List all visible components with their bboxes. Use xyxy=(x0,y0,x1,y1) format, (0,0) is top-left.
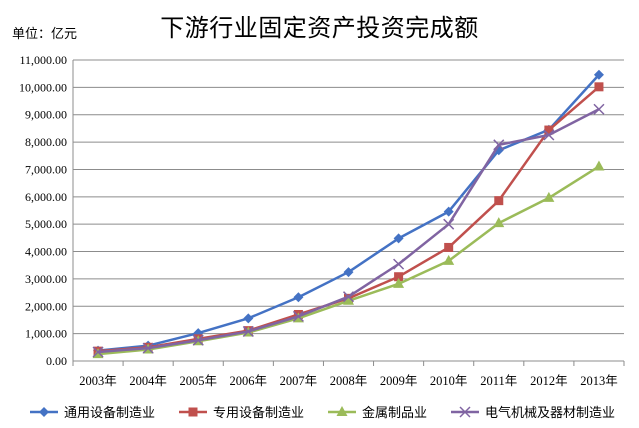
data-point xyxy=(393,233,404,244)
x-tick-label: 2005年 xyxy=(179,374,217,388)
y-tick-label: 7,000.00 xyxy=(25,162,67,176)
series-1 xyxy=(93,69,604,356)
x-tick-label: 2004年 xyxy=(129,374,167,388)
x-tick-label: 2013年 xyxy=(580,374,618,388)
data-point xyxy=(343,294,354,305)
x-tick-label: 2008年 xyxy=(330,374,368,388)
y-tick-label: 1,000.00 xyxy=(25,327,67,341)
x-tick-label: 2010年 xyxy=(430,374,468,388)
unit-label: 单位：亿元 xyxy=(12,27,78,42)
y-tick-label: 6,000.00 xyxy=(25,190,67,204)
series-line xyxy=(97,165,600,356)
series-line xyxy=(97,108,600,354)
series-line xyxy=(97,85,600,353)
data-point xyxy=(443,254,455,265)
series-3 xyxy=(92,160,605,359)
y-tick-label: 3,000.00 xyxy=(25,272,67,286)
series-2 xyxy=(93,82,604,356)
x-tick-label: 2006年 xyxy=(230,374,268,388)
data-point xyxy=(142,342,154,354)
series-4 xyxy=(92,103,605,358)
data-point xyxy=(393,258,405,270)
data-point xyxy=(544,125,554,135)
data-point xyxy=(192,334,204,346)
data-point xyxy=(292,310,304,322)
chart-legend: 通用设备制造业 专用设备制造业 金属制品业 电气机械及器材制造业 xyxy=(28,402,637,421)
legend-label: 通用设备制造业 xyxy=(64,406,156,421)
data-point xyxy=(543,191,555,202)
data-point xyxy=(443,206,454,217)
data-point xyxy=(493,217,505,228)
data-point xyxy=(92,346,104,358)
data-point xyxy=(594,82,604,92)
data-point xyxy=(493,139,505,151)
data-point xyxy=(443,218,455,230)
x-tick-label: 2011年 xyxy=(480,374,517,388)
data-point xyxy=(343,267,354,278)
legend-swatch-icon xyxy=(451,405,480,418)
x-tick-label: 2012年 xyxy=(530,374,568,388)
data-point xyxy=(342,291,355,303)
y-tick-label: 2,000.00 xyxy=(25,299,67,313)
data-point xyxy=(593,160,605,171)
legend-item: 通用设备制造业 xyxy=(28,402,155,421)
y-tick-label: 5,000.00 xyxy=(25,217,67,231)
y-tick-label: 11,000.00 xyxy=(19,53,67,67)
data-point xyxy=(293,292,304,303)
chart-title: 下游行业固定资产投资完成额 xyxy=(160,14,479,42)
data-point xyxy=(593,69,604,80)
series-line xyxy=(97,73,600,352)
x-tick-label: 2007年 xyxy=(280,374,318,388)
x-tick-label: 2003年 xyxy=(79,374,117,388)
legend-item: 金属制品业 xyxy=(326,402,427,421)
y-tick-label: 9,000.00 xyxy=(25,108,67,122)
data-point xyxy=(242,325,254,337)
legend-label: 金属制品业 xyxy=(362,406,428,421)
data-point xyxy=(444,242,454,252)
data-point xyxy=(543,129,555,141)
data-point xyxy=(243,313,254,324)
data-point xyxy=(593,103,605,115)
legend-label: 专用设备制造业 xyxy=(213,406,305,421)
y-tick-label: 8,000.00 xyxy=(25,135,67,149)
y-tick-label: 4,000.00 xyxy=(25,245,67,259)
legend-swatch-icon xyxy=(30,406,58,417)
y-tick-label: 10,000.00 xyxy=(19,80,67,94)
line-chart: 0.00 1,000.00 2,000.00 3,000.00 4,000.00 5,00… xyxy=(19,53,625,388)
y-tick-label: 0.00 xyxy=(46,354,67,368)
legend-swatch-icon xyxy=(328,405,357,416)
legend-swatch-icon xyxy=(179,407,208,416)
x-tick-label: 2009年 xyxy=(380,374,418,388)
legend-item: 电气机械及器材制造业 xyxy=(449,402,615,421)
data-point xyxy=(494,196,504,206)
data-point xyxy=(393,277,405,288)
legend-label: 电气机械及器材制造业 xyxy=(485,406,616,421)
legend-item: 专用设备制造业 xyxy=(177,402,304,421)
data-point xyxy=(394,272,404,282)
